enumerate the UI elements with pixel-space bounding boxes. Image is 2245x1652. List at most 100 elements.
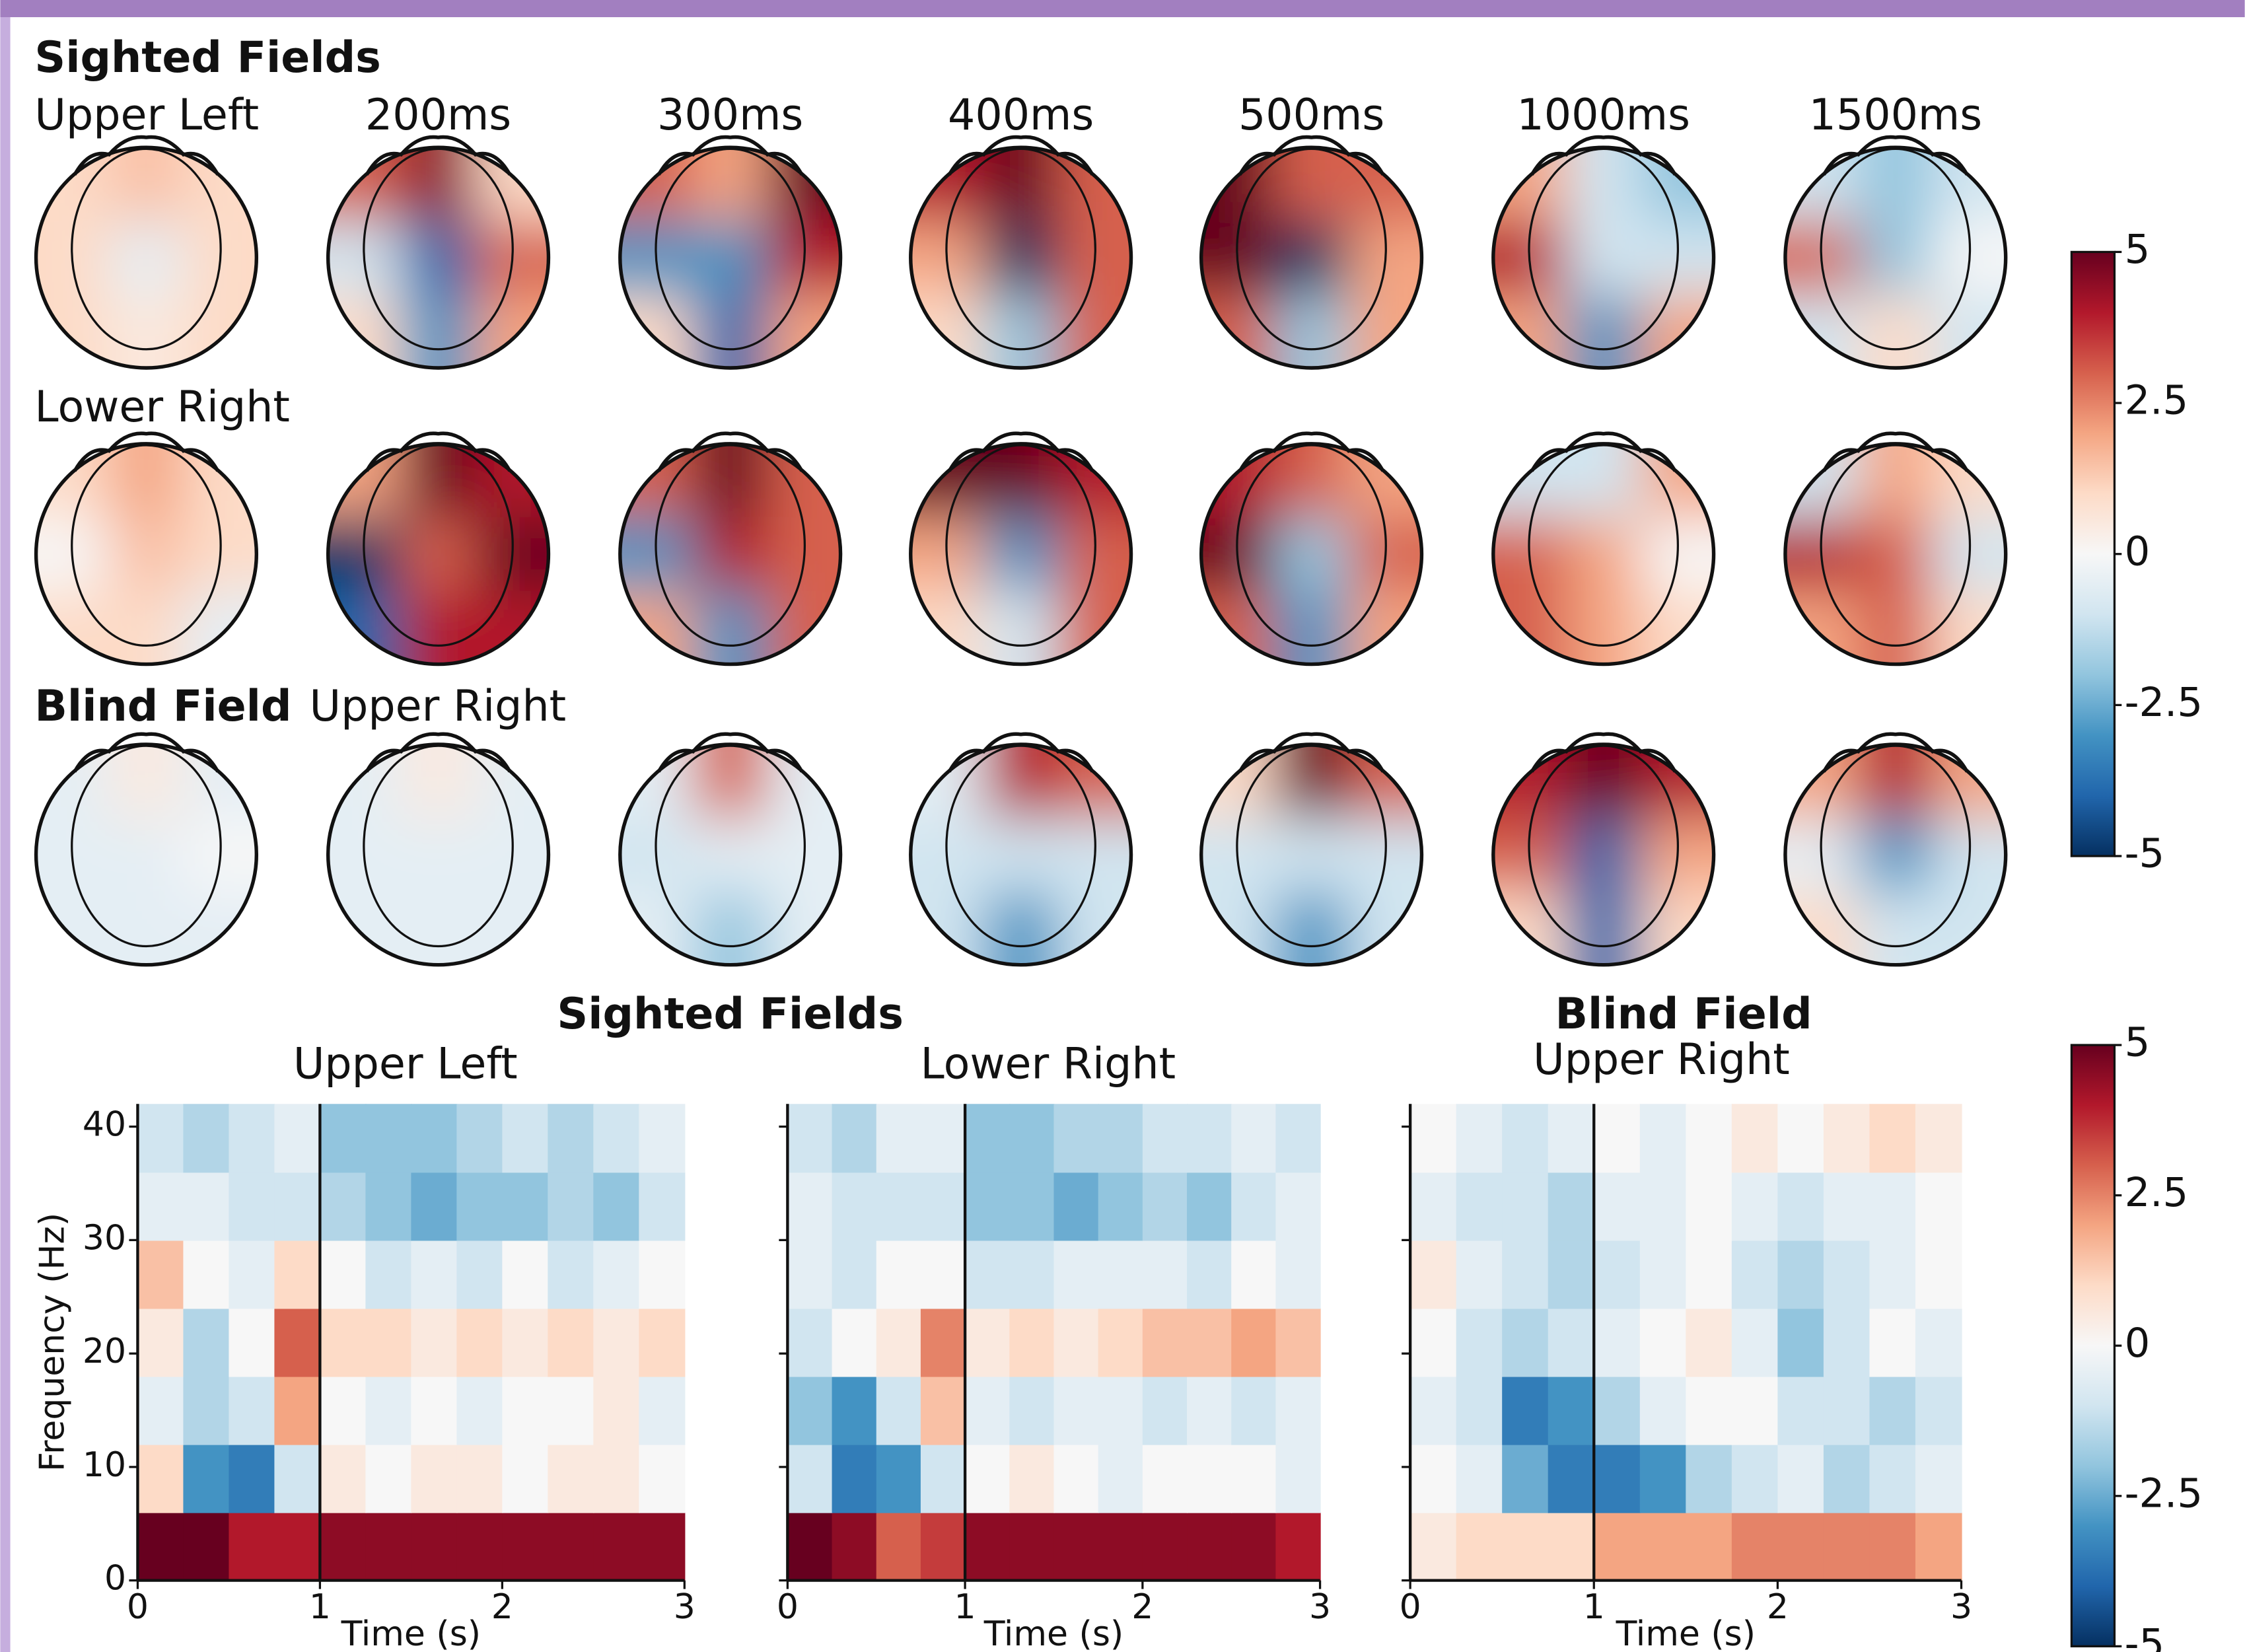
topomap-cell [1932,680,2070,818]
x-tick-label: 2 [1767,1587,1789,1627]
tf-cell [1824,1172,1871,1240]
tf-cell [274,1172,320,1240]
tf-cell [1777,1104,1824,1172]
tf-cell [229,1445,275,1513]
tf-cell [1915,1308,1962,1377]
tf-cell [921,1104,966,1172]
tf-cell [639,1445,685,1513]
tf-cell [1231,1308,1276,1377]
tf-cell [1009,1104,1054,1172]
tf-cell [548,1513,594,1581]
y-tick-label: 40 [83,1105,126,1145]
tf-cell [548,1308,594,1377]
topomap-field [1721,379,2070,729]
tf-cell [1869,1240,1916,1309]
tf-cell [411,1308,457,1377]
tf-cell [365,1104,411,1172]
topomap-cell [402,221,475,294]
tf-cell [1143,1513,1188,1581]
topomap-cell [767,295,905,433]
tf-cell [593,1513,639,1581]
topomap-cell [1721,379,1859,517]
topomap-field [555,680,905,1029]
tf-cell [1456,1445,1503,1513]
topomap-cell [694,221,767,294]
tf-cell [411,1240,457,1309]
tf-cell [921,1376,966,1445]
tf-cell [1231,1172,1276,1240]
tf-cell [1686,1104,1732,1172]
tf-cell [456,1240,503,1309]
tf-cell [411,1445,457,1513]
tf-cell [1053,1104,1098,1172]
group-title: Blind Field [1555,989,1812,1039]
y-tick-label: 30 [83,1218,126,1258]
topomap-cell [1932,295,2070,433]
colorbar-tick-label: 5 [2125,1020,2151,1066]
tf-cell [1410,1240,1457,1309]
tf-cell [1502,1104,1549,1172]
tf-cell [593,1240,639,1309]
tf-cell [183,1172,229,1240]
topomap-cell [1348,295,1486,433]
tf-cell [1732,1308,1779,1377]
topomap-cell [555,591,694,729]
x-axis-label: Time (s) [983,1614,1123,1652]
tf-cell [921,1445,966,1513]
topomap [264,379,613,729]
topomap-cell [1348,891,1486,1029]
tf-cell [1640,1376,1687,1445]
topomap [1429,379,1778,729]
tf-cell [1275,1513,1320,1581]
tf-cell [1686,1308,1732,1377]
topomap-cell [264,891,402,1029]
tf-cell [1640,1308,1687,1377]
topomap-cell [1348,379,1486,517]
topomap-cell [846,295,984,433]
tf-cell [1098,1308,1143,1377]
tf-cell [502,1445,548,1513]
tf-cell [593,1445,639,1513]
topomap-cell [1640,295,1778,433]
tf-cell [411,1513,457,1581]
tf-cell [1502,1308,1549,1377]
tf-cell [639,1172,685,1240]
tf-cell [1548,1104,1595,1172]
topomap-field [1429,680,1778,1029]
colorbar-tick-label: -2.5 [2125,680,2203,726]
tf-cell [365,1172,411,1240]
topomap-cell [110,517,183,591]
colorbar-tick-label: -2.5 [2125,1470,2203,1517]
tf-cell [274,1240,320,1309]
tf-cell [1640,1513,1687,1581]
topomap-cell [1057,295,1195,433]
tf-cell [274,1376,320,1445]
tf-cell [1732,1445,1779,1513]
time-label: 1500ms [1809,90,1983,140]
tf-cell [229,1513,275,1581]
topomap-cell [0,818,110,891]
tf-cell [1869,1308,1916,1377]
tf-cell [593,1376,639,1445]
colorbar-tick-label: -5 [2125,1621,2165,1652]
tf-cell [921,1308,966,1377]
topomap-cell [846,379,984,517]
topomap-cell [555,680,694,818]
topomap-cell [846,680,984,818]
tf-cell [1915,1104,1962,1172]
time-label: 400ms [948,90,1094,140]
topomap-cell [183,891,321,1029]
tf-cell [1548,1308,1595,1377]
topomap [1137,379,1486,729]
tf-cell [1009,1172,1054,1240]
tf-cell [137,1376,184,1445]
tf-cell [1777,1445,1824,1513]
topomap-cell [1275,818,1348,891]
tf-cell [1732,1240,1779,1309]
tf-cell [1143,1376,1188,1445]
topomap-cell [1348,591,1486,729]
tf-cell [1456,1376,1503,1445]
tf-cell [502,1376,548,1445]
tf-cell [1143,1240,1188,1309]
tf-cell [876,1240,921,1309]
